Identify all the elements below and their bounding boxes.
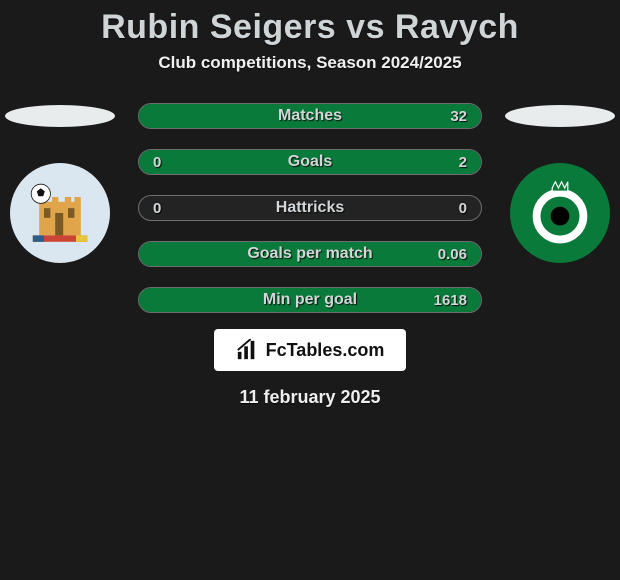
team-1-badge xyxy=(10,163,110,263)
stat-value-right: 2 xyxy=(431,154,467,171)
stat-row: Goals per match 0.06 xyxy=(138,241,482,267)
page-title: Rubin Seigers vs Ravych xyxy=(101,8,519,47)
stat-label: Hattricks xyxy=(276,199,344,217)
stat-row-inner: Min per goal 1618 xyxy=(139,288,481,312)
team-1-crest-icon xyxy=(20,173,100,253)
date-label: 11 february 2025 xyxy=(239,387,380,408)
stats-list: Matches 32 0 Goals 2 0 Hattricks 0 Goals per mat… xyxy=(120,103,500,313)
comparison-layout: Matches 32 0 Goals 2 0 Hattricks 0 Goals per mat… xyxy=(0,103,620,313)
stat-value-right: 0 xyxy=(431,200,467,217)
stat-value-left: 0 xyxy=(153,154,189,171)
player-2-photo-placeholder xyxy=(505,105,615,127)
player-2-side xyxy=(500,103,620,263)
stat-label: Min per goal xyxy=(263,291,357,309)
root: Rubin Seigers vs Ravych Club competition… xyxy=(0,0,620,408)
stat-value-right: 1618 xyxy=(431,292,467,309)
subtitle: Club competitions, Season 2024/2025 xyxy=(158,53,461,73)
stat-label: Matches xyxy=(278,107,342,125)
bar-chart-icon xyxy=(236,339,258,361)
stat-label: Goals per match xyxy=(247,245,372,263)
team-2-crest-icon xyxy=(521,174,599,252)
stat-value-right: 0.06 xyxy=(431,246,467,263)
player-1-side xyxy=(0,103,120,263)
stat-row-inner: Matches 32 xyxy=(139,104,481,128)
stat-row-inner: 0 Hattricks 0 xyxy=(139,196,481,220)
stat-row: Matches 32 xyxy=(138,103,482,129)
stat-row: 0 Goals 2 xyxy=(138,149,482,175)
stat-row: 0 Hattricks 0 xyxy=(138,195,482,221)
team-2-badge xyxy=(510,163,610,263)
stat-value-right: 32 xyxy=(431,108,467,125)
stat-row-inner: Goals per match 0.06 xyxy=(139,242,481,266)
stat-row: Min per goal 1618 xyxy=(138,287,482,313)
brand-watermark[interactable]: FcTables.com xyxy=(214,329,407,371)
brand-label: FcTables.com xyxy=(266,340,385,361)
stat-row-inner: 0 Goals 2 xyxy=(139,150,481,174)
stat-value-left: 0 xyxy=(153,200,189,217)
player-1-photo-placeholder xyxy=(5,105,115,127)
stat-label: Goals xyxy=(288,153,332,171)
